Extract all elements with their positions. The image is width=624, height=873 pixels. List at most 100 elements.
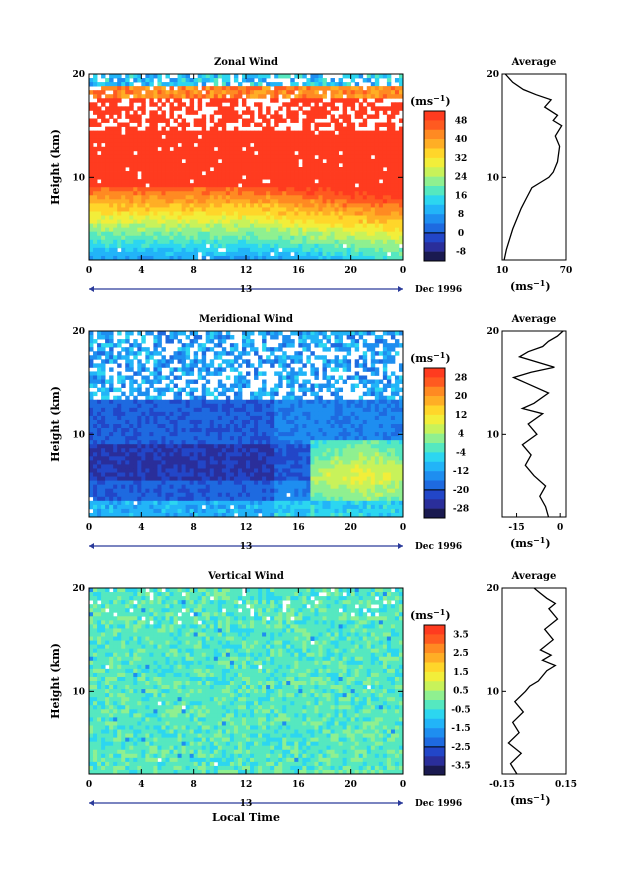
heatmap-cell — [137, 146, 142, 152]
heatmap-cell — [169, 411, 174, 417]
heatmap-cell — [294, 199, 299, 204]
heatmap-cell — [105, 223, 110, 229]
heatmap-cell — [97, 251, 102, 257]
heatmap-cell — [205, 146, 211, 152]
heatmap-cell — [294, 219, 299, 225]
heatmap-cell — [282, 118, 287, 123]
heatmap-cell — [322, 122, 327, 127]
heatmap-cell — [310, 171, 315, 176]
heatmap-cell — [189, 211, 195, 216]
heatmap-cell — [246, 239, 251, 245]
heatmap-cell — [322, 428, 327, 433]
heatmap-cell — [181, 223, 187, 229]
heatmap-cell — [370, 403, 376, 409]
heatmap-cell — [386, 359, 392, 364]
heatmap-cell — [290, 343, 295, 348]
heatmap-cell — [298, 343, 303, 348]
heatmap-cell — [117, 339, 122, 344]
heatmap-cell — [302, 74, 307, 79]
heatmap-cell — [378, 444, 384, 449]
heatmap-cell — [350, 154, 356, 160]
heatmap-cell — [326, 146, 331, 152]
heatmap-cell — [358, 424, 364, 429]
heatmap-cell — [270, 175, 275, 180]
heatmap-cell — [282, 440, 287, 445]
heatmap-cell — [229, 444, 235, 449]
heatmap-cell — [201, 367, 207, 372]
heatmap-cell — [93, 436, 98, 441]
heatmap-cell — [310, 98, 315, 103]
heatmap-cell — [302, 207, 307, 212]
heatmap-cell — [113, 74, 118, 79]
heatmap-cell — [117, 98, 122, 103]
heatmap-cell — [366, 436, 372, 441]
heatmap-cell — [386, 138, 392, 144]
heatmap-cell — [197, 419, 203, 425]
heatmap-cell — [358, 247, 364, 253]
heatmap-cell — [165, 191, 170, 196]
heatmap-cell — [322, 411, 327, 417]
heatmap-cell — [165, 440, 170, 445]
heatmap-cell — [177, 191, 182, 196]
heatmap-cell — [306, 419, 311, 425]
heatmap-cell — [246, 162, 251, 168]
heatmap-cell — [241, 231, 247, 237]
heatmap-cell — [342, 175, 348, 180]
heatmap-cell — [153, 126, 158, 132]
heatmap-cell — [217, 118, 223, 123]
heatmap-cell — [129, 138, 134, 144]
heatmap-cell — [153, 94, 158, 99]
heatmap-cell — [89, 407, 94, 413]
heatmap-cell — [286, 191, 291, 196]
heatmap-cell — [205, 86, 211, 91]
heatmap-cell — [209, 138, 215, 144]
heatmap-cell — [161, 183, 166, 188]
heatmap-cell — [213, 102, 219, 107]
heatmap-cell — [258, 167, 263, 172]
heatmap-cell — [290, 371, 295, 376]
heatmap-cell — [270, 154, 275, 160]
heatmap-cell — [294, 359, 299, 364]
heatmap-cell — [278, 82, 283, 87]
heatmap-cell — [386, 142, 392, 148]
heatmap-cell — [109, 411, 114, 417]
heatmap-cell — [89, 179, 94, 184]
heatmap-cell — [366, 399, 372, 405]
heatmap-cell — [201, 207, 207, 212]
heatmap-cell — [374, 106, 380, 111]
heatmap-cell — [314, 227, 319, 233]
heatmap-cell — [278, 171, 283, 176]
heatmap-cell — [314, 106, 319, 111]
heatmap-cell — [298, 94, 303, 99]
heatmap-cell — [133, 195, 138, 200]
heatmap-cell — [209, 415, 215, 421]
heatmap-cell — [233, 215, 239, 220]
heatmap-cell — [89, 235, 94, 241]
heatmap-cell — [370, 391, 376, 397]
heatmap-cell — [310, 175, 315, 180]
heatmap-cell — [346, 82, 352, 87]
heatmap-cell — [109, 114, 114, 119]
heatmap-cell — [382, 90, 388, 95]
heatmap-cell — [213, 243, 219, 249]
heatmap-cell — [201, 415, 207, 421]
heatmap-cell — [370, 146, 376, 152]
heatmap-cell — [177, 239, 182, 245]
heatmap-cell — [129, 444, 134, 449]
heatmap-cell — [233, 419, 239, 425]
heatmap-cell — [334, 158, 339, 164]
heatmap-cell — [109, 419, 114, 425]
colorbar-swatch — [424, 120, 445, 131]
heatmap-cell — [129, 331, 134, 336]
heatmap-cell — [165, 387, 170, 393]
heatmap-cell — [322, 343, 327, 348]
heatmap-cell — [362, 118, 368, 123]
heatmap-cell — [217, 74, 223, 79]
heatmap-cell — [177, 162, 182, 168]
heatmap-cell — [270, 428, 275, 433]
heatmap-cell — [141, 187, 146, 192]
heatmap-cell — [185, 215, 191, 220]
heatmap-cell — [290, 424, 295, 429]
heatmap-cell — [278, 150, 283, 156]
heatmap-cell — [370, 235, 376, 241]
